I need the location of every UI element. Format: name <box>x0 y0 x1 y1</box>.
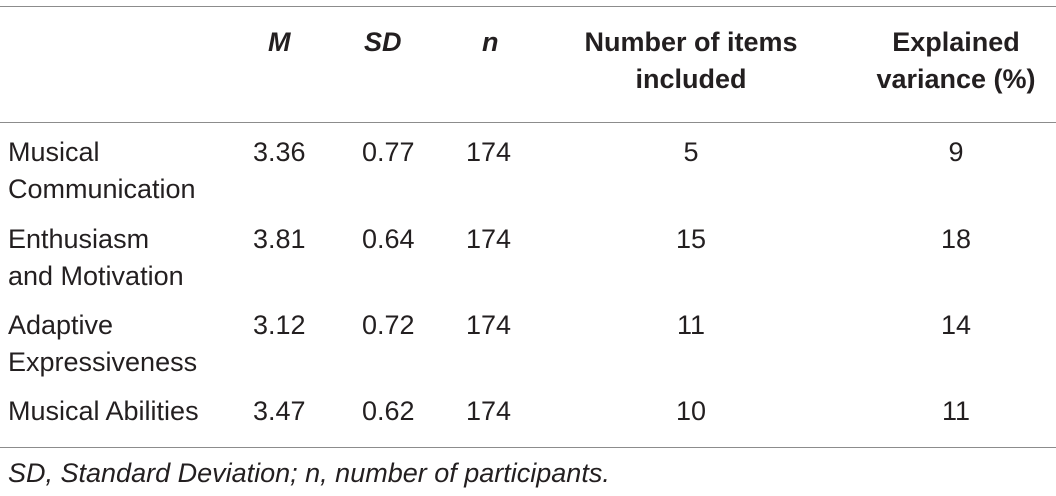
row-name-line2: and Motivation <box>8 261 184 291</box>
cell-m: 3.36 <box>253 137 306 167</box>
cell-variance: 14 <box>940 310 972 340</box>
cell-m: 3.81 <box>253 224 306 254</box>
cell-variance: 9 <box>948 137 964 167</box>
table-row-name: Adaptive Expressiveness <box>8 307 197 381</box>
cell-sd: 0.77 <box>362 137 415 167</box>
row-name-line2: Expressiveness <box>8 347 198 377</box>
cell-sd: 0.72 <box>362 310 415 340</box>
table-row-name: Musical Communication <box>8 134 196 208</box>
header-explained-variance-line1: Explained <box>892 27 1020 57</box>
header-explained-variance-line2: variance (%) <box>876 64 1036 94</box>
table-bottom-rule <box>0 447 1056 448</box>
cell-items: 11 <box>676 310 706 340</box>
cell-variance: 11 <box>941 396 971 426</box>
row-name-line1: Adaptive <box>8 310 114 340</box>
cell-n: 174 <box>466 310 512 340</box>
cell-sd: 0.64 <box>362 224 415 254</box>
cell-items: 10 <box>675 396 707 426</box>
row-name-line1: Musical <box>8 137 100 167</box>
row-name-line1: Musical Abilities <box>8 396 199 426</box>
header-n: n <box>482 27 499 57</box>
header-number-of-items: Number of items included <box>560 24 822 98</box>
table-row-name: Musical Abilities <box>8 393 199 430</box>
cell-m: 3.12 <box>253 310 306 340</box>
table-header-rule <box>0 122 1056 123</box>
cell-items: 15 <box>675 224 707 254</box>
cell-items: 5 <box>683 137 699 167</box>
header-explained-variance: Explained variance (%) <box>858 24 1054 98</box>
table-top-rule <box>0 6 1056 7</box>
header-sd: SD <box>364 27 402 57</box>
cell-variance: 18 <box>940 224 972 254</box>
table-footnote: SD, Standard Deviation; n, number of par… <box>8 458 610 488</box>
header-number-of-items-line2: included <box>635 64 747 94</box>
row-name-line1: Enthusiasm <box>8 224 150 254</box>
table-row-name: Enthusiasm and Motivation <box>8 221 184 295</box>
header-number-of-items-line1: Number of items <box>584 27 798 57</box>
header-m: M <box>268 27 291 57</box>
descriptive-statistics-table: M SD n Number of items included Explaine… <box>8 24 1054 430</box>
cell-n: 174 <box>466 224 512 254</box>
cell-n: 174 <box>466 137 512 167</box>
cell-sd: 0.62 <box>362 396 415 426</box>
cell-m: 3.47 <box>253 396 306 426</box>
cell-n: 174 <box>466 396 512 426</box>
row-name-line2: Communication <box>8 174 196 204</box>
